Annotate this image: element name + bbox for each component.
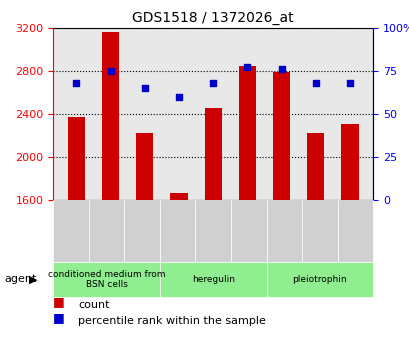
- Point: [243, 65, 250, 70]
- Text: count: count: [78, 300, 109, 310]
- Point: [209, 80, 216, 86]
- Text: ■: ■: [53, 311, 65, 324]
- Bar: [170, 193, 187, 200]
- Point: [175, 94, 182, 99]
- Point: [73, 80, 79, 86]
- Point: [278, 66, 284, 72]
- Bar: [67, 117, 85, 200]
- Bar: [272, 72, 290, 200]
- Text: agent: agent: [4, 275, 36, 284]
- Title: GDS1518 / 1372026_at: GDS1518 / 1372026_at: [132, 11, 293, 25]
- Text: conditioned medium from
BSN cells: conditioned medium from BSN cells: [48, 270, 165, 289]
- Bar: [238, 66, 255, 200]
- Text: percentile rank within the sample: percentile rank within the sample: [78, 316, 265, 326]
- Point: [141, 85, 148, 91]
- Bar: [341, 124, 358, 200]
- Text: pleiotrophin: pleiotrophin: [292, 275, 346, 284]
- Bar: [204, 108, 221, 200]
- Text: ■: ■: [53, 295, 65, 308]
- Point: [346, 80, 353, 86]
- Text: heregulin: heregulin: [191, 275, 234, 284]
- Point: [107, 68, 114, 73]
- Bar: [306, 133, 324, 200]
- Text: ▶: ▶: [29, 275, 37, 284]
- Bar: [136, 133, 153, 200]
- Bar: [102, 32, 119, 200]
- Point: [312, 80, 318, 86]
